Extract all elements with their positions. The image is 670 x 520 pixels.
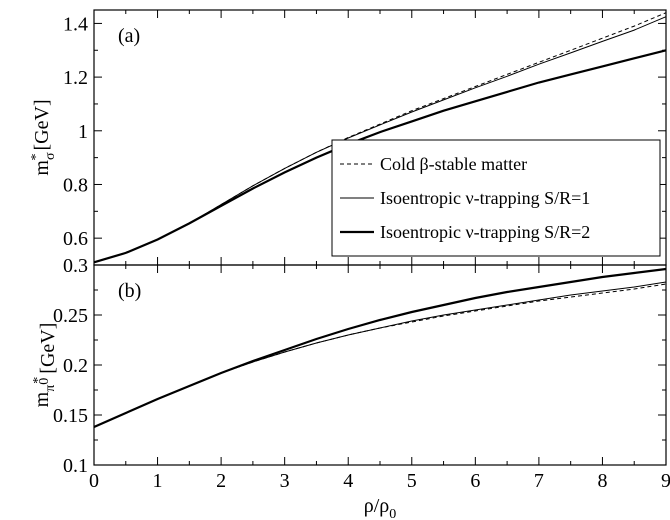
y-axis-label-subsup: 0 xyxy=(37,378,52,385)
y-tick-label: 1.4 xyxy=(63,13,88,35)
y-tick-label: 0.8 xyxy=(63,174,88,196)
x-tick-label: 0 xyxy=(89,470,99,492)
panel-b: 0 1 2 3 4 5 6 7 8 90.10.150.20.250.3(b)mπ0*[GeV]ρ… xyxy=(31,255,670,520)
y-tick-label: 0.3 xyxy=(63,255,88,277)
panel-a: 0.6 0.8 1 1.2 1.4 (a) mσ* [GeV] Cold β-stable ma… xyxy=(29,9,667,266)
y-axis-label-sup: * xyxy=(29,153,44,160)
series-line-thick xyxy=(93,49,667,264)
y-axis-label-unit: [GeV] xyxy=(37,323,59,374)
y-tick-label: 0.1 xyxy=(63,455,88,477)
x-tick-label: 9 xyxy=(661,470,670,492)
y-tick-label: 0.15 xyxy=(53,405,88,427)
legend-box xyxy=(331,139,661,257)
y-axis-label-unit: [GeV] xyxy=(31,99,53,150)
y-tick-label: 0.25 xyxy=(53,305,88,327)
x-tick-label: 1 xyxy=(153,470,163,492)
x-axis-label: ρ/ρ0 xyxy=(364,495,397,520)
y-tick-label: 0.6 xyxy=(63,228,88,250)
y-tick-label: 1.2 xyxy=(63,67,88,89)
y-axis-label-sub: σ xyxy=(43,152,58,160)
y-tick-label: 0.2 xyxy=(63,355,88,377)
plot-frame xyxy=(93,264,667,466)
series-line-dashed xyxy=(93,12,667,263)
panel-label: (b) xyxy=(118,280,141,302)
y-tick-label: 1 xyxy=(78,121,88,143)
y-axis-label-sub: π xyxy=(43,385,58,392)
x-tick-label: 6 xyxy=(470,470,480,492)
y-axis-label-base: m xyxy=(31,391,53,407)
y-axis-label-sup: * xyxy=(31,377,46,384)
y-axis-label-base: m xyxy=(31,160,53,176)
x-axis-label-sub: 0 xyxy=(389,507,396,520)
x-axis-label-base: ρ/ρ xyxy=(364,495,390,517)
series-line-dashed xyxy=(93,283,667,428)
series-line-thick xyxy=(93,267,667,429)
legend: Cold β-stable matter Isoentropic ν-trappi… xyxy=(331,139,661,257)
y-axis-label: mπ0* [GeV] xyxy=(31,323,59,408)
x-tick-label: 5 xyxy=(407,470,417,492)
legend-label: Isoentropic ν-trapping S/R=1 xyxy=(380,188,590,208)
x-tick-label: 4 xyxy=(343,470,353,492)
x-tick-label: 7 xyxy=(534,470,544,492)
series-line-thin xyxy=(93,281,667,428)
legend-label: Isoentropic ν-trapping S/R=2 xyxy=(380,222,590,242)
y-axis-label: mσ* [GeV] xyxy=(29,99,58,175)
x-tick-label: 2 xyxy=(216,470,226,492)
x-tick-label: 3 xyxy=(280,470,290,492)
panel-label: (a) xyxy=(118,25,140,47)
legend-label: Cold β-stable matter xyxy=(380,154,527,174)
x-tick-label: 8 xyxy=(597,470,607,492)
